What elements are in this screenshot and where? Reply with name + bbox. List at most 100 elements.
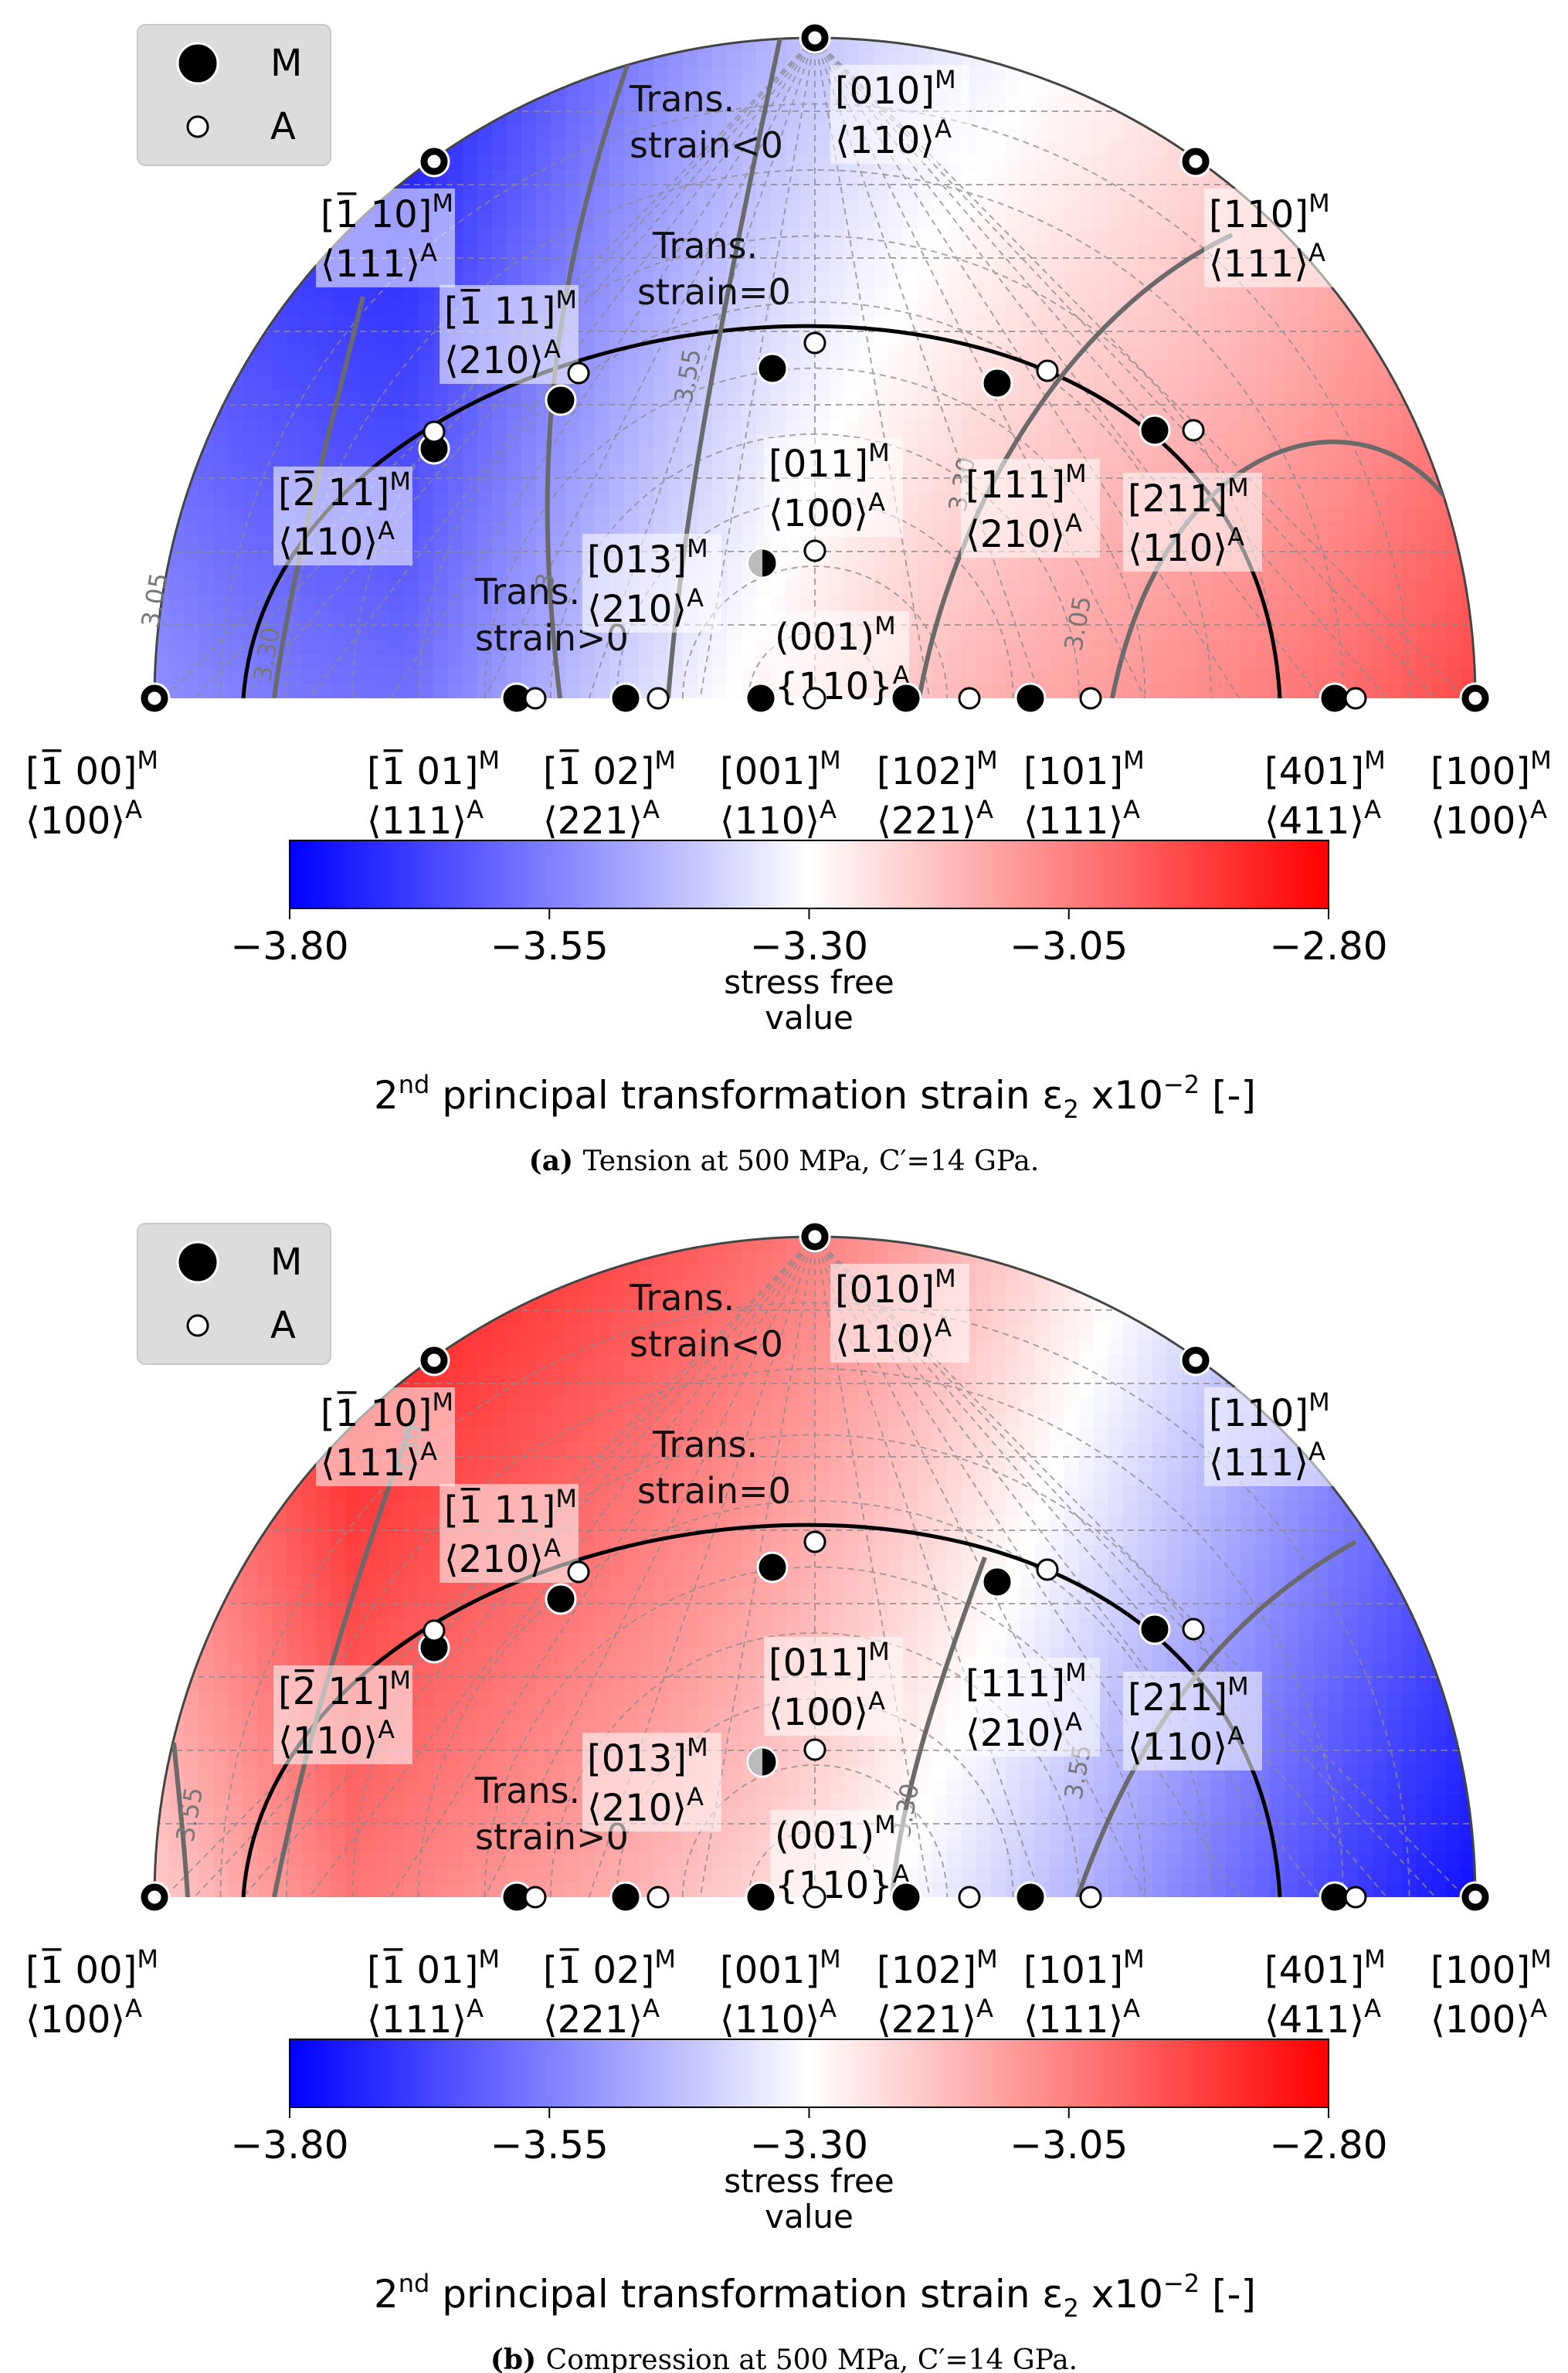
label-box [1123, 473, 1262, 572]
pole-label-a: ⟨210⟩A [444, 334, 561, 382]
label-box [362, 745, 501, 844]
pole-label-m: [1̅ 00]M [25, 1944, 158, 1992]
marker-m [981, 1566, 1013, 1598]
label-box [362, 1944, 501, 2043]
marker-a [803, 687, 826, 710]
pole-label-a: ⟨100⟩A [25, 795, 142, 843]
pole-label-m: [010]M [835, 65, 956, 113]
colorbar-tick-label: −3.30 [750, 2123, 868, 2168]
colorbar-note: stress free [724, 963, 894, 1001]
pole-label-a: ⟨110⟩A [720, 1994, 837, 2042]
label-box [764, 438, 903, 537]
marker-m [756, 1551, 789, 1584]
label-box [1123, 1672, 1262, 1770]
marker-a [958, 687, 981, 710]
legend-marker-a [186, 1314, 209, 1337]
pole-label-m: [001]M [720, 745, 841, 793]
pole-label-a: ⟨111⟩A [1023, 1994, 1140, 2042]
annotation-neg-1: Trans. [629, 1277, 735, 1319]
pole-label-m: [1̅ 01]M [367, 745, 500, 793]
legend-label-a: A [270, 1304, 296, 1347]
pole-figure-panel-b: 3.303.553.303.55Trans.strain<0Trans.stra… [21, 1220, 1565, 2373]
marker-a [1186, 152, 1205, 171]
marker-overlap [748, 549, 762, 577]
marker-overlap [748, 1748, 762, 1776]
pole-label-m: [101]M [1023, 1944, 1145, 1992]
label-box [830, 1264, 969, 1363]
label-box [1204, 188, 1343, 287]
marker-a [647, 687, 670, 710]
colorbar-note: stress free [724, 2162, 894, 2200]
colorbar-tick-label: −3.55 [490, 2123, 609, 2168]
marker-m [890, 682, 922, 715]
legend-marker-m [176, 42, 219, 85]
annotation-zero-1: Trans. [652, 1424, 758, 1465]
pole-label-m: [401]M [1264, 1944, 1386, 1992]
label-box [1426, 745, 1565, 844]
pole-label-a: {110}A [775, 660, 910, 708]
marker-a [524, 687, 547, 710]
label-box [273, 1665, 412, 1764]
label-box [582, 1733, 721, 1832]
pole-label-m: [001]M [720, 1944, 841, 1992]
panel-caption: (b) Compression at 500 MPa, C′=14 GPa. [490, 2344, 1078, 2373]
colorbar-gradient [289, 2039, 1329, 2108]
label-box [872, 1944, 1011, 2043]
pole-label-a: ⟨210⟩A [444, 1533, 561, 1581]
pole-label-m: [100]M [1431, 745, 1552, 793]
marker-a [803, 1738, 826, 1761]
label-box [440, 1484, 579, 1583]
pole-label-a: ⟨221⟩A [543, 795, 660, 843]
pole-label-a: ⟨100⟩A [25, 1994, 142, 2042]
legend-label-a: A [270, 105, 296, 148]
pole-label-a: ⟨111⟩A [367, 1994, 484, 2042]
legend-label-m: M [270, 42, 302, 85]
pole-label-a: ⟨111⟩A [1023, 795, 1140, 843]
marker-a [425, 152, 443, 171]
colorbar-tick-label: −2.80 [1269, 924, 1387, 969]
label-box [1019, 745, 1158, 844]
colorbar-tick-label: −3.05 [1010, 924, 1128, 969]
label-box [872, 745, 1011, 844]
pole-label-a: {110}A [775, 1859, 910, 1907]
pole-label-a: ⟨111⟩A [321, 1437, 437, 1485]
marker-a [1079, 1886, 1102, 1909]
legend-label-m: M [270, 1241, 302, 1284]
pole-label-m: [1̅ 01]M [367, 1944, 500, 1992]
marker-a [806, 29, 824, 47]
pole-label-m: [1̅ 11]M [444, 1484, 577, 1532]
pole-label-a: ⟨111⟩A [1209, 238, 1325, 286]
label-box [1260, 1944, 1399, 2043]
marker-m [545, 384, 577, 416]
label-box [770, 1810, 909, 1909]
marker-a [1186, 1351, 1205, 1370]
marker-a [423, 420, 446, 443]
label-box [582, 534, 721, 633]
pole-label-a: ⟨210⟩A [587, 1782, 704, 1830]
pole-label-m: [2̅ 11]M [278, 1665, 411, 1713]
label-box [316, 1387, 455, 1486]
colorbar-note: value [765, 999, 854, 1037]
pole-label-m: [110]M [1209, 1387, 1330, 1435]
pole-label-a: ⟨111⟩A [1209, 1437, 1325, 1485]
pole-label-m: [102]M [877, 745, 998, 793]
marker-a [1466, 1888, 1485, 1906]
pole-label-a: ⟨110⟩A [278, 516, 395, 564]
colorbar: −3.80 −3.55 −3.30 −3.05 −2.80 stress freevalu… [230, 2039, 1388, 2323]
colorbar: −3.80 −3.55 −3.30 −3.05 −2.80 stress freevalu… [230, 840, 1388, 1124]
marker-a [1466, 689, 1485, 708]
pole-label-m: [1̅ 11]M [444, 285, 577, 333]
pole-label-m: [102]M [877, 1944, 998, 1992]
pole-label-m: [2̅ 11]M [278, 467, 411, 514]
pole-label-a: ⟨210⟩A [966, 508, 1082, 556]
annotation-neg-2: strain<0 [630, 1323, 783, 1365]
pole-label-m: [1̅ 02]M [543, 1944, 676, 1992]
colorbar-title: 2nd principal transformation strain ε2 x… [374, 1070, 1256, 1124]
pole-label-a: ⟨110⟩A [720, 795, 837, 843]
pole-label-m: [111]M [966, 1658, 1087, 1706]
marker-a [1182, 419, 1205, 442]
marker-a [1182, 1618, 1205, 1641]
colorbar-title: 2nd principal transformation strain ε2 x… [374, 2269, 1256, 2323]
pole-label-a: ⟨100⟩A [769, 1686, 885, 1734]
colorbar-tick-label: −3.30 [750, 924, 868, 969]
